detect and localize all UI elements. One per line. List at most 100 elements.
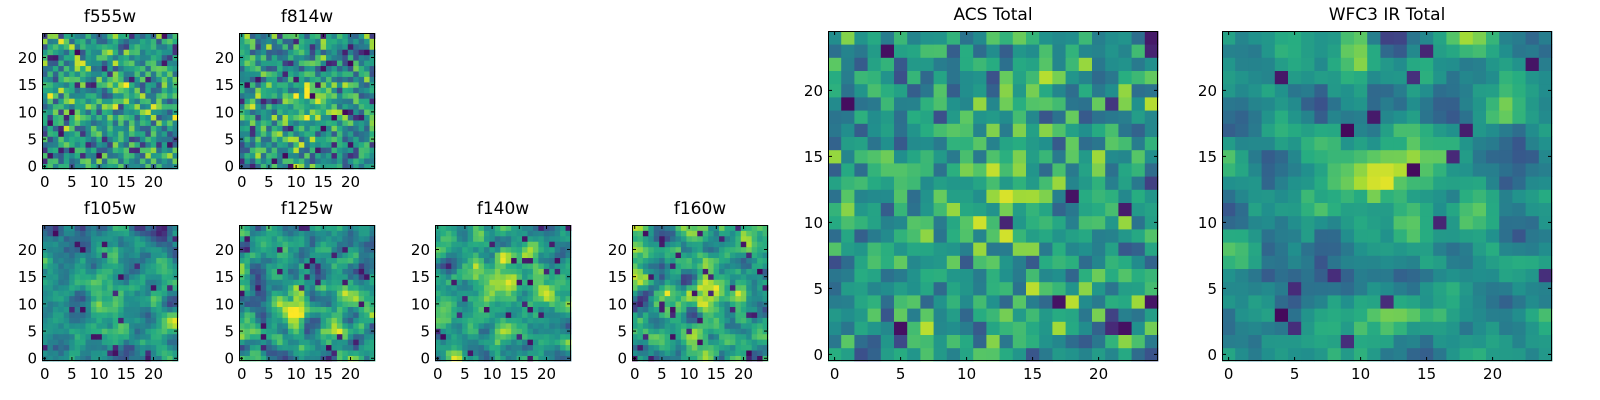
heatmap-cell: [1222, 176, 1236, 190]
heatmap-cell: [543, 246, 550, 253]
heatmap-cell: [85, 125, 92, 132]
heatmap-cell: [271, 87, 278, 94]
heatmap-cell: [751, 344, 758, 351]
heatmap-cell: [342, 306, 349, 313]
heatmap-cell: [129, 43, 135, 50]
heatmap-cell: [456, 355, 463, 362]
heatmap-cell: [277, 284, 283, 291]
heatmap-cell: [757, 225, 763, 231]
heatmap-cell: [670, 306, 676, 313]
heatmap-cell: [670, 317, 676, 324]
heatmap-cell: [161, 60, 168, 67]
heatmap-cells: [239, 33, 376, 170]
heatmap-cell: [1078, 31, 1093, 45]
heatmap-cell: [560, 235, 566, 242]
heatmap-cell: [719, 284, 725, 291]
heatmap-cell: [999, 31, 1014, 45]
heatmap-cell: [118, 268, 124, 275]
heatmap-cell: [691, 301, 698, 307]
heatmap-cell: [549, 257, 556, 264]
heatmap-cell: [841, 321, 855, 335]
heatmap-cell: [702, 268, 709, 275]
heatmap-cell: [271, 268, 278, 275]
heatmap-cell: [358, 136, 365, 143]
heatmap-cell: [549, 273, 556, 280]
heatmap-cell: [691, 306, 698, 313]
heatmap-cell: [1301, 176, 1315, 190]
heatmap-cell: [489, 273, 496, 280]
heatmap-cell: [1065, 110, 1080, 124]
heatmap-cell: [1052, 281, 1066, 296]
heatmap-cell: [326, 81, 332, 88]
heatmap-cell: [63, 120, 70, 126]
heatmap-cell: [440, 246, 447, 253]
panel-title: f140w: [476, 199, 530, 219]
heatmap-cell: [331, 295, 338, 302]
heatmap-cell: [1105, 83, 1119, 98]
heatmap-cell: [1406, 334, 1421, 349]
heatmap-cell: [331, 328, 338, 335]
heatmap-cell: [347, 295, 354, 302]
heatmap-cell: [293, 43, 300, 50]
heatmap-cell: [167, 147, 173, 154]
heatmap-cell: [298, 71, 305, 77]
heatmap-cell: [161, 344, 168, 351]
heatmap-cell: [304, 235, 311, 242]
heatmap-cell: [854, 123, 868, 137]
heatmap-cell: [239, 49, 245, 56]
heatmap-cell: [118, 225, 124, 231]
heatmap-cell: [282, 263, 289, 269]
heatmap-cell: [456, 317, 463, 324]
heatmap-cell: [96, 339, 103, 346]
heatmap-cell: [320, 49, 327, 56]
heatmap-cell: [134, 65, 141, 72]
heatmap-cell: [107, 317, 114, 324]
heatmap-cell: [326, 279, 332, 286]
heatmap-cell: [139, 141, 146, 148]
heatmap-cell: [435, 339, 441, 346]
heatmap-cell: [642, 350, 649, 356]
heatmap-cell: [134, 295, 141, 302]
heatmap-cell: [440, 301, 447, 307]
heatmap-cell: [538, 312, 545, 318]
heatmap-cell: [1499, 295, 1513, 309]
heatmap-cell: [632, 295, 638, 302]
heatmap-cell: [331, 147, 338, 154]
heatmap-cell: [150, 65, 157, 72]
heatmap-cell: [500, 263, 507, 269]
heatmap-cell: [161, 290, 168, 297]
heatmap-cell: [549, 284, 556, 291]
heatmap-cell: [364, 344, 370, 351]
heatmap-cell: [522, 257, 528, 264]
heatmap-cell: [500, 279, 507, 286]
heatmap-cell: [920, 202, 934, 217]
heatmap-cell: [713, 290, 720, 297]
axes-frame: [42, 225, 178, 361]
heatmap-cell: [1406, 242, 1421, 256]
heatmap-cell: [986, 44, 1000, 58]
heatmap-cell: [435, 230, 441, 237]
heatmap-cell: [724, 295, 731, 302]
heatmap-cell: [1459, 334, 1474, 349]
heatmap-cell: [107, 163, 114, 170]
heatmap-cell: [342, 81, 349, 88]
heatmap-cell: [1092, 229, 1106, 243]
heatmap-cell: [353, 114, 360, 121]
heatmap-cell: [156, 306, 163, 313]
y-tick-label: 0: [617, 350, 627, 368]
heatmap-cell: [1105, 189, 1119, 203]
heatmap-cell: [680, 268, 687, 275]
heatmap-cell: [854, 31, 868, 45]
heatmap-cell: [369, 152, 376, 159]
heatmap-cell: [451, 322, 458, 329]
heatmap-cell: [462, 290, 469, 297]
heatmap-cell: [336, 312, 343, 318]
heatmap-cell: [364, 81, 370, 88]
heatmap-cell: [907, 189, 921, 203]
heatmap-cell: [101, 65, 108, 72]
heatmap-cell: [1144, 83, 1159, 98]
heatmap-cell: [560, 230, 566, 237]
heatmap-cell: [527, 290, 534, 297]
heatmap-cell: [80, 350, 86, 356]
heatmap-cell: [287, 252, 294, 259]
